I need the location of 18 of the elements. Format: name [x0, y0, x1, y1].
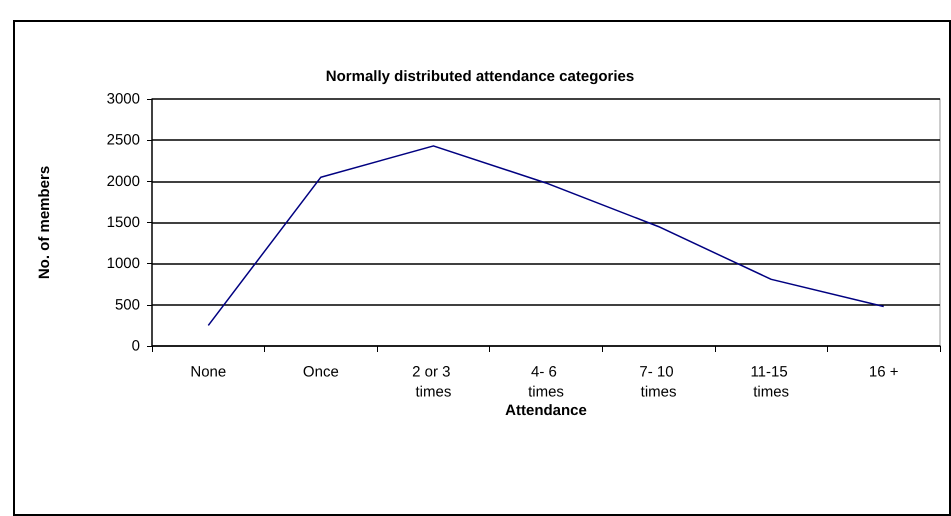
x-tick-label: None — [190, 364, 226, 380]
x-tick-label: 4- 6 times — [528, 364, 564, 400]
x-tick-label: 16 + — [868, 364, 899, 380]
chart-title: Normally distributed attendance categories — [326, 68, 634, 85]
y-tick-label: 3000 — [106, 90, 140, 108]
y-tick-label: 2000 — [106, 172, 140, 190]
y-tick-label: 1500 — [106, 214, 140, 231]
y-axis-title: No. of members — [36, 166, 53, 280]
x-tick-label: 7- 10 times — [639, 364, 678, 400]
line-series — [208, 145, 884, 326]
y-tick-label: 2500 — [106, 132, 140, 149]
y-tick-label: 1000 — [106, 255, 140, 272]
x-axis-title: Attendance — [505, 402, 587, 419]
x-tick-label: 2 or 3 times — [412, 364, 455, 400]
y-tick-label: 0 — [132, 338, 140, 354]
x-tick-label: 11-15 times — [750, 364, 792, 400]
y-tick-label: 500 — [114, 296, 140, 314]
x-tick-label: Once — [302, 364, 339, 380]
